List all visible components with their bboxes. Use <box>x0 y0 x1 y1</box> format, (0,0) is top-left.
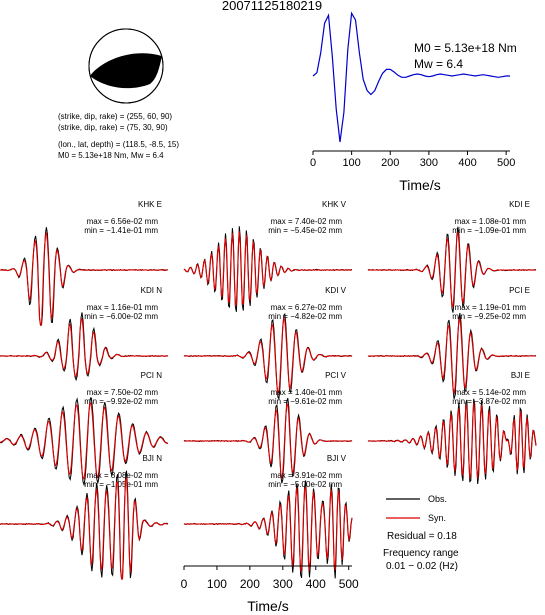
bottom-tick-label: 0 <box>181 577 188 591</box>
min-amplitude-label: min = −9.61e-02 mm <box>268 397 342 406</box>
bottom-tick-label: 100 <box>207 577 227 591</box>
max-amplitude-label: max = 1.40e-01 mm <box>271 388 343 397</box>
min-amplitude-label: min = −9.25e-02 mm <box>452 312 526 321</box>
beachball-icon <box>88 28 164 104</box>
nodal-plane-1: (strike, dip, rake) = (255, 60, 90) <box>58 112 172 121</box>
max-amplitude-label: max = 3.91e-02 mm <box>271 471 343 480</box>
max-amplitude-label: max = 1.08e-01 mm <box>455 217 527 226</box>
synthetic-trace <box>367 402 537 479</box>
stf-ticks: 0 100 200 300 400 500 <box>310 151 515 169</box>
synthetic-trace <box>367 317 537 394</box>
min-amplitude-label: min = −3.87e-02 mm <box>452 397 526 406</box>
synthetic-trace <box>183 486 353 572</box>
station-label: PCI V <box>325 371 347 380</box>
event-title: 20071125180219 <box>222 0 322 13</box>
bottom-ticks: 0 100 200 300 400 500 <box>181 566 359 591</box>
stf-series-line <box>312 11 510 143</box>
observed-trace <box>183 480 353 579</box>
frequency-range-value: 0.01 − 0.02 (Hz) <box>386 561 458 572</box>
synthetic-trace <box>0 402 169 480</box>
legend-syn-label: Syn. <box>428 513 446 523</box>
station-label: BJI V <box>327 454 347 463</box>
min-amplitude-label: min = −1.09e-01 mm <box>452 226 526 235</box>
min-amplitude-label: min = −1.41e-01 mm <box>84 226 158 235</box>
synthetic-trace <box>0 317 169 378</box>
max-amplitude-label: max = 5.14e-02 mm <box>455 388 527 397</box>
bottom-tick-label: 200 <box>240 577 260 591</box>
synthetic-trace <box>0 232 169 327</box>
station-label: KDI E <box>509 200 530 209</box>
moment-magnitude: M0 = 5.13e+18 Nm, Mw = 6.4 <box>58 151 164 160</box>
bottom-tick-label: 300 <box>273 577 293 591</box>
stf-mw-label: Mw = 6.4 <box>414 57 463 71</box>
station-label: KHK V <box>322 200 347 209</box>
max-amplitude-label: max = 7.40e-02 mm <box>271 217 343 226</box>
synthetic-trace <box>183 231 352 307</box>
stf-tick-label: 0 <box>310 157 316 169</box>
min-amplitude-label: min = −1.05e-01 mm <box>84 480 158 489</box>
stf-tick-label: 400 <box>458 157 476 169</box>
min-amplitude-label: min = −5.45e-02 mm <box>268 226 342 235</box>
station-label: BJI N <box>142 454 162 463</box>
source-time-function-plot: 0 100 200 300 400 500 M0 = 5.13e+18 Nm Mw = 6… <box>310 11 517 193</box>
synthetic-trace <box>183 316 352 396</box>
frequency-range-title: Frequency range <box>383 548 459 559</box>
bottom-xlabel: Time/s <box>247 598 288 614</box>
stf-xlabel: Time/s <box>399 177 440 193</box>
bottom-tick-label: 500 <box>339 577 359 591</box>
station-label: BJI E <box>511 371 530 380</box>
station-label: PCI E <box>509 286 530 295</box>
max-amplitude-label: max = 6.27e-02 mm <box>271 303 343 312</box>
stf-m0-label: M0 = 5.13e+18 Nm <box>414 41 517 55</box>
observed-trace <box>0 397 169 487</box>
synthetic-trace <box>183 403 352 479</box>
max-amplitude-label: max = 1.16e-01 mm <box>87 303 159 312</box>
max-amplitude-label: max = 1.19e-01 mm <box>455 303 527 312</box>
max-amplitude-label: max = 8.08e-02 mm <box>87 471 159 480</box>
min-amplitude-label: min = −4.82e-02 mm <box>268 312 342 321</box>
synthetic-trace <box>0 477 169 580</box>
bottom-time-axis: 0 100 200 300 400 500 Time/s <box>181 565 359 614</box>
stf-tick-label: 200 <box>381 157 399 169</box>
stf-tick-label: 300 <box>420 157 438 169</box>
station-label: KDI N <box>141 286 163 295</box>
station-label: PCI N <box>141 371 163 380</box>
min-amplitude-label: min = −6.00e-02 mm <box>84 312 158 321</box>
stf-tick-label: 100 <box>342 157 360 169</box>
max-amplitude-label: max = 7.50e-02 mm <box>87 388 159 397</box>
bottom-tick-label: 400 <box>306 577 326 591</box>
nodal-plane-2: (strike, dip, rake) = (75, 30, 90) <box>58 123 168 132</box>
residual-label: Residual = 0.18 <box>387 531 457 542</box>
legend: Obs. Syn. Residual = 0.18 Frequency rang… <box>383 494 459 572</box>
station-label: KDI V <box>325 286 347 295</box>
min-amplitude-label: min = −9.92e-02 mm <box>84 397 158 406</box>
location-depth: (lon., lat, depth) = (118.5, -8.5, 15) <box>58 140 179 149</box>
max-amplitude-label: max = 6.56e-02 mm <box>87 217 159 226</box>
station-label: KHK E <box>138 200 162 209</box>
legend-obs-label: Obs. <box>428 494 447 504</box>
stf-tick-label: 500 <box>497 157 515 169</box>
synthetic-trace <box>367 231 537 308</box>
